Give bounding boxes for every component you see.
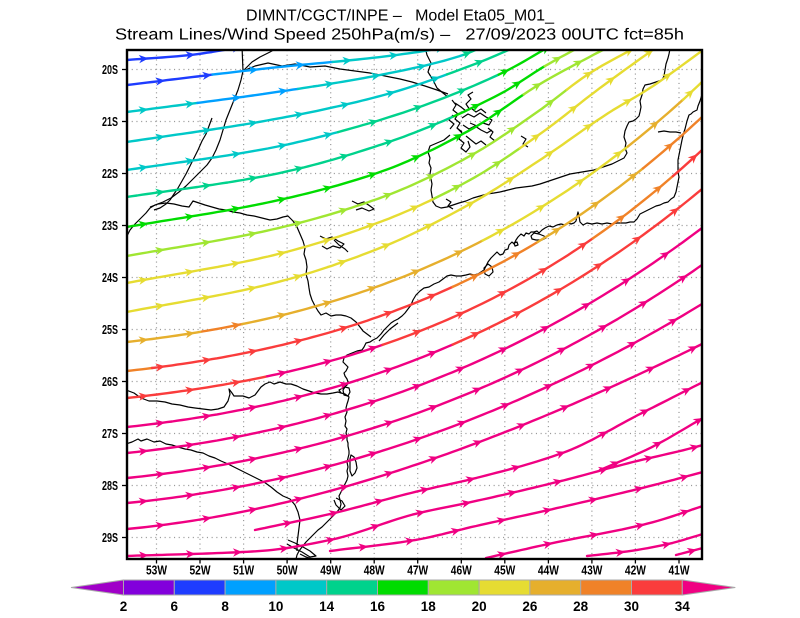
svg-text:41W: 41W [669,563,690,578]
svg-text:14: 14 [319,599,335,614]
svg-text:30: 30 [624,599,639,614]
svg-text:34: 34 [675,599,691,614]
svg-text:52W: 52W [190,563,211,578]
svg-text:29S: 29S [102,530,118,545]
svg-text:2: 2 [120,599,128,614]
svg-text:DIMNT/CGCT/INPE – Model Eta0: DIMNT/CGCT/INPE – Model Eta05_M01_ [246,8,555,25]
svg-text:42W: 42W [625,563,646,578]
svg-text:Stream Lines/Wind Speed 250hPa: Stream Lines/Wind Speed 250hPa(m/s) – 27… [115,27,684,44]
svg-text:49W: 49W [320,563,341,578]
svg-text:27S: 27S [102,426,118,441]
svg-text:8: 8 [221,599,229,614]
svg-text:24S: 24S [102,270,118,285]
svg-text:47W: 47W [407,563,428,578]
svg-text:10: 10 [268,599,283,614]
svg-text:28S: 28S [102,478,118,493]
svg-text:16: 16 [370,599,386,614]
svg-text:43W: 43W [581,563,602,578]
svg-text:26: 26 [522,599,538,614]
svg-text:46W: 46W [451,563,472,578]
svg-text:50W: 50W [277,563,298,578]
svg-text:51W: 51W [233,563,254,578]
svg-text:21S: 21S [102,114,118,129]
svg-text:23S: 23S [102,218,118,233]
svg-text:20S: 20S [102,62,118,77]
svg-text:44W: 44W [538,563,559,578]
svg-text:26S: 26S [102,374,118,389]
svg-text:45W: 45W [494,563,515,578]
svg-text:22S: 22S [102,166,118,181]
svg-text:20: 20 [472,599,487,614]
svg-text:28: 28 [573,599,589,614]
svg-text:25S: 25S [102,322,118,337]
svg-text:18: 18 [421,599,437,614]
svg-text:53W: 53W [146,563,167,578]
svg-text:48W: 48W [364,563,385,578]
svg-text:6: 6 [171,599,179,614]
